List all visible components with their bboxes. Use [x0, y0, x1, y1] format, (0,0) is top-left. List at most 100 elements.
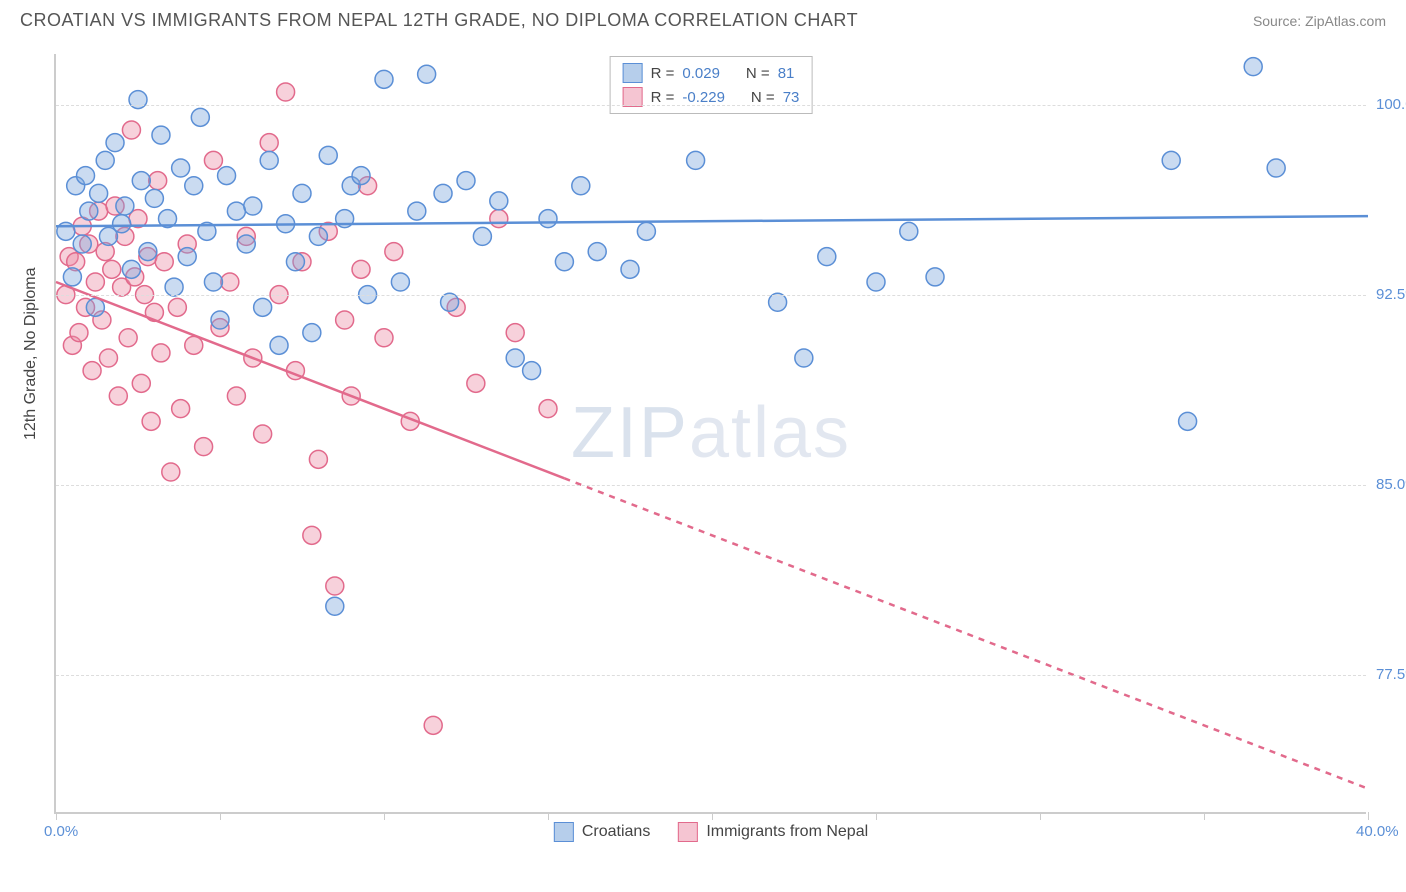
scatter-point	[90, 184, 108, 202]
scatter-point	[211, 311, 229, 329]
scatter-point	[418, 65, 436, 83]
scatter-point	[168, 298, 186, 316]
scatter-point	[637, 222, 655, 240]
n-value-blue: 81	[778, 65, 795, 82]
scatter-point	[539, 210, 557, 228]
x-tick	[384, 812, 385, 820]
scatter-point	[142, 412, 160, 430]
scatter-point	[319, 146, 337, 164]
scatter-point	[309, 450, 327, 468]
swatch-blue-icon	[623, 63, 643, 83]
scatter-point	[116, 197, 134, 215]
x-tick	[712, 812, 713, 820]
scatter-point	[286, 253, 304, 271]
gridline	[56, 105, 1366, 106]
scatter-point	[336, 311, 354, 329]
legend-item-blue: Croatians	[554, 822, 650, 842]
legend-label: Croatians	[582, 823, 650, 841]
scatter-point	[152, 344, 170, 362]
n-value-pink: 73	[783, 89, 800, 106]
scatter-point	[86, 273, 104, 291]
gridline	[56, 675, 1366, 676]
scatter-point	[99, 349, 117, 367]
scatter-point	[152, 126, 170, 144]
scatter-point	[109, 387, 127, 405]
scatter-point	[490, 192, 508, 210]
scatter-point	[132, 172, 150, 190]
scatter-point	[254, 425, 272, 443]
x-tick	[1040, 812, 1041, 820]
scatter-point	[119, 329, 137, 347]
scatter-point	[900, 222, 918, 240]
scatter-point	[165, 278, 183, 296]
chart-title: CROATIAN VS IMMIGRANTS FROM NEPAL 12TH G…	[20, 10, 858, 31]
scatter-point	[185, 336, 203, 354]
scatter-point	[352, 167, 370, 185]
legend-label: Immigrants from Nepal	[706, 823, 868, 841]
scatter-point	[303, 526, 321, 544]
scatter-point	[385, 243, 403, 261]
x-tick	[220, 812, 221, 820]
scatter-point	[103, 260, 121, 278]
y-tick-label: 77.5%	[1376, 666, 1406, 683]
scatter-point	[490, 210, 508, 228]
scatter-point	[132, 374, 150, 392]
scatter-point	[408, 202, 426, 220]
scatter-point	[441, 293, 459, 311]
scatter-point	[149, 172, 167, 190]
scatter-point	[473, 227, 491, 245]
scatter-point	[434, 184, 452, 202]
scatter-point	[539, 400, 557, 418]
scatter-point	[244, 197, 262, 215]
scatter-point	[1179, 412, 1197, 430]
scatter-point	[122, 121, 140, 139]
scatter-point	[191, 108, 209, 126]
scatter-point	[195, 438, 213, 456]
scatter-point	[260, 134, 278, 152]
scatter-point	[818, 248, 836, 266]
legend-row-blue: R = 0.029 N = 81	[623, 61, 800, 85]
scatter-point	[926, 268, 944, 286]
scatter-point	[122, 260, 140, 278]
scatter-point	[83, 362, 101, 380]
scatter-point	[467, 374, 485, 392]
scatter-point	[375, 70, 393, 88]
scatter-point	[204, 273, 222, 291]
scatter-point	[237, 235, 255, 253]
scatter-point	[221, 273, 239, 291]
scatter-point	[293, 184, 311, 202]
scatter-point	[139, 243, 157, 261]
scatter-point	[424, 716, 442, 734]
r-value-blue: 0.029	[682, 65, 720, 82]
scatter-point	[506, 324, 524, 342]
scatter-point	[523, 362, 541, 380]
scatter-point	[572, 177, 590, 195]
scatter-point	[326, 597, 344, 615]
x-tick	[1368, 812, 1369, 820]
scatter-point	[227, 387, 245, 405]
scatter-point	[96, 151, 114, 169]
scatter-point	[457, 172, 475, 190]
swatch-pink-icon	[678, 822, 698, 842]
scatter-point	[1162, 151, 1180, 169]
y-tick-label: 92.5%	[1376, 286, 1406, 303]
gridline	[56, 295, 1366, 296]
scatter-point	[162, 463, 180, 481]
x-tick-label: 0.0%	[44, 823, 78, 840]
scatter-point	[867, 273, 885, 291]
scatter-point	[1244, 58, 1262, 76]
scatter-point	[1267, 159, 1285, 177]
x-tick	[1204, 812, 1205, 820]
scatter-point	[352, 260, 370, 278]
scatter-point	[106, 134, 124, 152]
y-tick-label: 100.0%	[1376, 96, 1406, 113]
x-tick-label: 40.0%	[1356, 823, 1399, 840]
x-tick	[548, 812, 549, 820]
scatter-point	[621, 260, 639, 278]
scatter-point	[185, 177, 203, 195]
scatter-point	[303, 324, 321, 342]
scatter-point	[391, 273, 409, 291]
y-tick-label: 85.0%	[1376, 476, 1406, 493]
source-label: Source: ZipAtlas.com	[1253, 13, 1386, 29]
scatter-point	[795, 349, 813, 367]
